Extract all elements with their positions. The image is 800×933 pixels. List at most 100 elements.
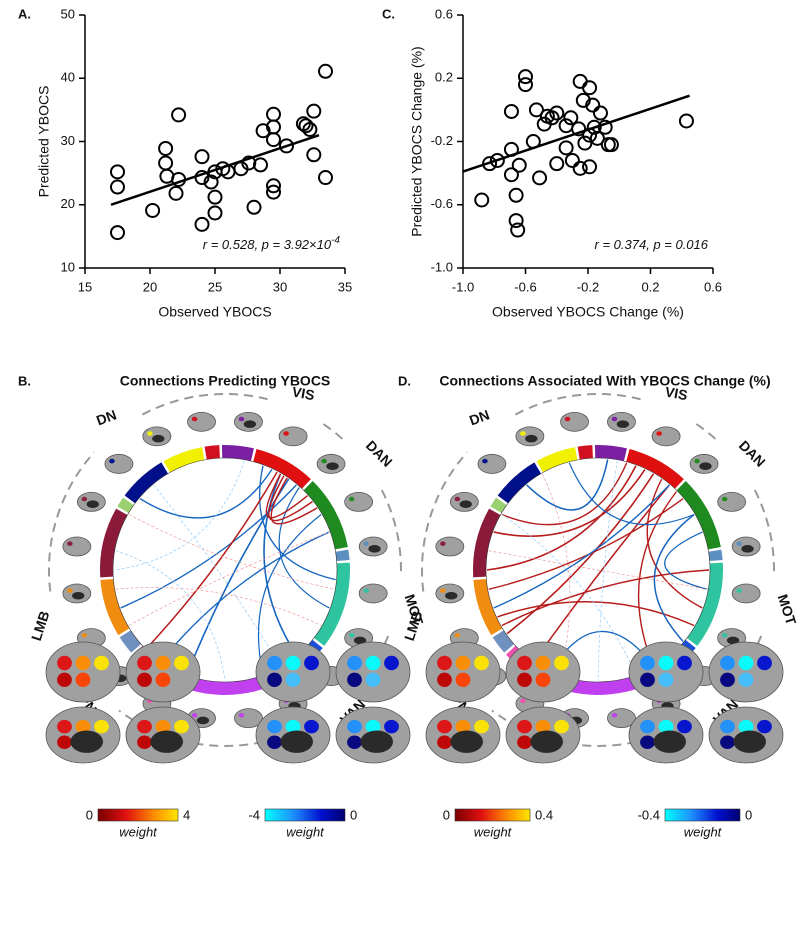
brain-medial-wall bbox=[726, 636, 740, 645]
brain-region bbox=[535, 672, 551, 687]
network-arc bbox=[536, 447, 578, 473]
network-arc bbox=[119, 630, 141, 653]
brain bbox=[505, 641, 581, 703]
brain-region bbox=[720, 719, 735, 734]
data-point bbox=[544, 110, 560, 126]
brain-medial-wall bbox=[353, 636, 367, 645]
data-point bbox=[203, 174, 219, 190]
brain-region bbox=[155, 672, 171, 687]
brain bbox=[425, 641, 501, 703]
colorbar-min: -4 bbox=[248, 807, 260, 822]
annotation: r = 0.528, p = 3.92×10-4 bbox=[203, 235, 341, 253]
y-tick-label: 0.6 bbox=[435, 6, 453, 21]
annotation-text: r = 0.528, p = 3.92×10 bbox=[203, 237, 332, 252]
colorbar-label: weight bbox=[474, 824, 513, 839]
data-point bbox=[532, 170, 548, 186]
brain-region bbox=[738, 672, 754, 687]
x-axis-title: Observed YBOCS Change (%) bbox=[492, 304, 684, 320]
brain-region bbox=[75, 672, 91, 687]
y-tick-label: -0.2 bbox=[431, 133, 453, 148]
brain-region bbox=[474, 655, 489, 671]
data-point bbox=[589, 130, 605, 146]
data-point bbox=[253, 157, 268, 173]
brain-region bbox=[67, 541, 73, 546]
network-label: DN bbox=[467, 407, 491, 429]
connection bbox=[501, 514, 637, 675]
connection bbox=[145, 471, 278, 649]
connection bbox=[257, 514, 322, 675]
connection bbox=[268, 475, 313, 522]
connection bbox=[597, 460, 618, 682]
annotation-sup: -4 bbox=[331, 235, 340, 246]
connection bbox=[128, 531, 330, 626]
brain-region bbox=[137, 672, 152, 687]
brain-region bbox=[363, 588, 369, 593]
network-label: LMB bbox=[28, 609, 53, 643]
x-tick-label: 35 bbox=[338, 279, 352, 294]
colorbar-min: 0 bbox=[86, 807, 93, 822]
brain-region bbox=[694, 458, 700, 464]
network-label: DN bbox=[94, 407, 118, 429]
brain-region bbox=[304, 655, 319, 671]
panel-title: Connections Predicting YBOCS bbox=[120, 373, 331, 389]
brain-region bbox=[640, 655, 655, 671]
network-arc bbox=[313, 562, 350, 646]
brain-region bbox=[720, 672, 735, 687]
data-point bbox=[168, 185, 184, 201]
colorbar-max: 0.4 bbox=[535, 807, 553, 822]
brain-medial-wall bbox=[280, 730, 313, 753]
brain bbox=[731, 583, 761, 604]
data-point bbox=[564, 152, 580, 168]
brain-region bbox=[147, 431, 153, 436]
data-point bbox=[508, 187, 524, 203]
y-tick-label: -0.6 bbox=[431, 196, 453, 211]
brain-region bbox=[535, 719, 551, 734]
network-arc bbox=[100, 508, 128, 578]
brain-region bbox=[720, 735, 735, 750]
brain-medial-wall bbox=[326, 462, 339, 471]
connection bbox=[120, 484, 297, 609]
data-point bbox=[246, 199, 262, 215]
brain-medial-wall bbox=[70, 730, 103, 753]
brain bbox=[477, 454, 507, 474]
network-arc bbox=[253, 449, 311, 489]
data-point bbox=[302, 121, 318, 137]
network-label: VIS bbox=[291, 383, 316, 403]
brain-region bbox=[283, 431, 289, 436]
network-arc bbox=[221, 445, 254, 462]
data-point bbox=[110, 225, 125, 241]
brain-region bbox=[267, 719, 282, 734]
data-point bbox=[503, 167, 519, 183]
brain bbox=[104, 454, 134, 474]
network-label: DAN bbox=[363, 437, 396, 470]
x-tick-label: 20 bbox=[143, 279, 157, 294]
brain-region bbox=[611, 713, 618, 718]
data-point bbox=[306, 147, 322, 163]
data-point bbox=[298, 118, 314, 134]
brain-region bbox=[611, 416, 618, 422]
data-point bbox=[563, 110, 579, 126]
data-point bbox=[518, 77, 533, 93]
brain-region bbox=[482, 458, 488, 464]
connection bbox=[259, 465, 336, 581]
connection bbox=[153, 484, 281, 667]
brain-region bbox=[67, 588, 73, 593]
data-point bbox=[266, 178, 281, 194]
network-arc bbox=[100, 578, 130, 636]
brain bbox=[628, 641, 704, 703]
connection bbox=[270, 477, 318, 525]
data-point bbox=[306, 103, 322, 119]
brain-region bbox=[474, 719, 489, 734]
brain-region bbox=[267, 655, 282, 671]
colorbar-max: 0 bbox=[350, 807, 357, 822]
brain-region bbox=[347, 672, 362, 687]
brain bbox=[344, 492, 374, 512]
connection bbox=[113, 460, 245, 571]
brain-medial-wall bbox=[86, 500, 99, 508]
annotation-text: r = 0.374, p = 0.016 bbox=[595, 237, 709, 252]
colorbar bbox=[264, 808, 346, 822]
brain-region bbox=[137, 719, 152, 734]
brain-region bbox=[640, 719, 655, 734]
brain-region bbox=[267, 672, 282, 687]
dashed-arc bbox=[695, 423, 719, 443]
